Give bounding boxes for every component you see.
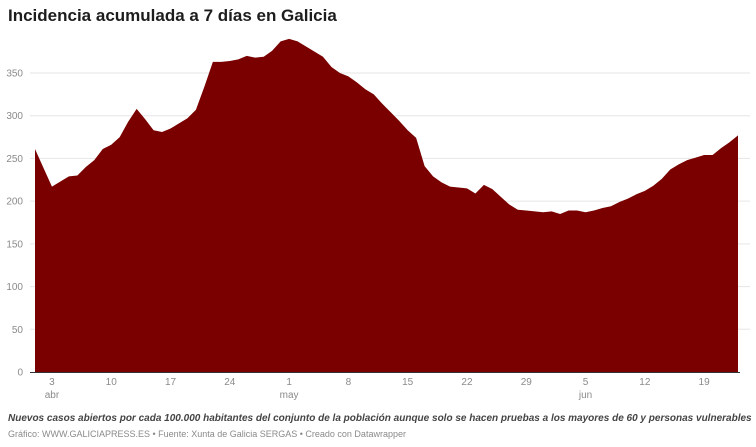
x-tick-label: 22 [461,377,473,388]
y-tick-label: 50 [12,325,24,336]
incidence-area [35,38,738,372]
y-tick-label: 350 [6,69,23,80]
x-month-label: may [280,390,299,401]
y-tick-label: 300 [6,111,23,122]
chart-byline: Gráfico: WWW.GALICIAPRESS.ES • Fuente: X… [8,429,406,439]
chart-notes: Nuevos casos abiertos por cada 100.000 h… [8,413,752,424]
x-tick-label: 3 [49,377,55,388]
y-tick-label: 150 [6,239,23,250]
x-tick-label: 17 [165,377,177,388]
chart-title: Incidencia acumulada a 7 días en Galicia [8,6,337,25]
x-month-label: abr [45,390,60,401]
x-tick-label: 15 [402,377,414,388]
y-tick-label: 250 [6,154,23,165]
x-tick-label: 8 [346,377,352,388]
x-tick-label: 29 [521,377,533,388]
y-tick-label: 200 [6,197,23,208]
x-tick-label: 10 [106,377,118,388]
x-tick-label: 19 [699,377,711,388]
x-tick-label: 24 [224,377,236,388]
x-tick-label: 5 [583,377,589,388]
x-tick-label: 12 [639,377,651,388]
x-month-label: jun [578,390,592,401]
y-tick-label: 100 [6,282,23,293]
y-tick-label: 0 [17,368,23,379]
x-tick-label: 1 [286,377,292,388]
